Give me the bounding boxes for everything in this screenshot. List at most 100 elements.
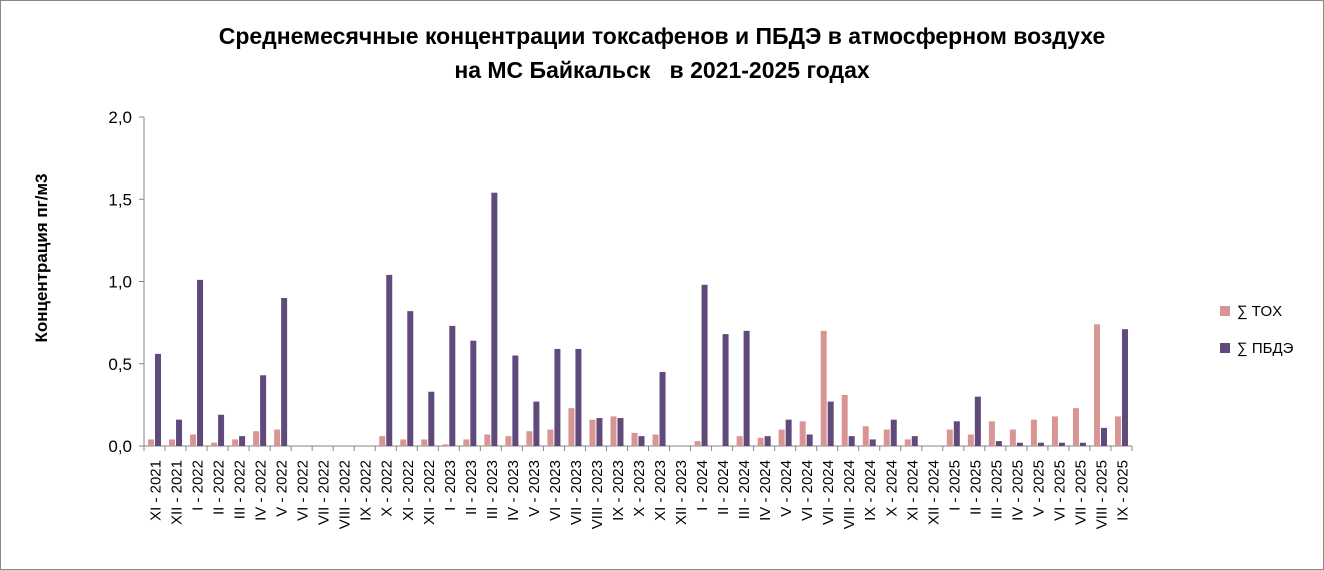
bar-pbde [575, 348, 582, 446]
bar-tox [946, 429, 953, 446]
x-tick-label: IX - 2025 [1114, 460, 1131, 521]
bar-tox [232, 439, 239, 446]
x-tick-label: IX - 2023 [610, 460, 627, 521]
x-tick-label: VI - 2022 [295, 460, 312, 521]
bar-tox [148, 439, 155, 446]
bar-tox [1114, 416, 1121, 446]
x-tick-label: II - 2024 [715, 460, 732, 515]
bar-tox [589, 419, 596, 446]
bar-tox [967, 434, 974, 446]
bar-pbde [764, 436, 771, 446]
x-tick-label: XII - 2023 [673, 460, 690, 525]
x-tick-label: I - 2023 [442, 460, 459, 511]
legend-item-tox: ∑ TOX [1220, 301, 1282, 321]
x-tick-label: V - 2024 [778, 460, 795, 517]
x-tick-label: II - 2022 [211, 460, 228, 515]
bar-tox [904, 439, 911, 446]
x-tick-label: IV - 2022 [253, 460, 270, 521]
legend-item-pbde: ∑ ПБДЭ [1220, 338, 1293, 358]
bar-tox [547, 429, 554, 446]
y-axis-label: Концентрация пг/м3 [32, 173, 51, 342]
bar-tox [526, 431, 533, 446]
x-tick-label: V - 2025 [1030, 460, 1047, 517]
bar-tox [484, 434, 491, 446]
bar-tox [778, 429, 785, 446]
bar-pbde [281, 297, 288, 446]
bar-pbde [1100, 427, 1107, 446]
bar-pbde [659, 371, 666, 446]
x-tick-label: XI - 2022 [400, 460, 417, 521]
legend-label-pbde: ∑ ПБДЭ [1237, 339, 1294, 357]
bar-tox [400, 439, 407, 446]
bar-pbde [806, 434, 813, 446]
bar-tox [1030, 419, 1037, 446]
bar-tox [631, 432, 638, 446]
bar-tox [274, 429, 281, 446]
bar-pbde [176, 419, 183, 446]
bar-pbde [1058, 442, 1065, 446]
x-tick-label: I - 2025 [946, 460, 963, 511]
bar-pbde [428, 391, 435, 446]
x-tick-label: IV - 2025 [1009, 460, 1026, 521]
bar-tox [610, 416, 617, 446]
y-tick-label: 1,5 [108, 190, 132, 209]
chart-subtitle: на МС Байкальск в 2021-2025 годах [454, 57, 870, 83]
x-tick-label: II - 2023 [463, 460, 480, 515]
x-tick-label: X - 2023 [631, 460, 648, 517]
x-tick-label: IX - 2022 [358, 460, 375, 521]
bar-tox [568, 408, 575, 446]
bar-pbde [638, 436, 645, 446]
x-tick-label: I - 2024 [694, 460, 711, 511]
bar-pbde [617, 418, 624, 446]
bar-tox [169, 439, 176, 446]
x-tick-label: VII - 2023 [568, 460, 585, 525]
bar-pbde [407, 311, 414, 446]
x-tick-label: VII - 2022 [316, 460, 333, 525]
x-tick-label: II - 2025 [967, 460, 984, 515]
bar-pbde [449, 325, 456, 446]
bar-pbde [911, 436, 918, 446]
bar-pbde [218, 414, 225, 446]
x-tick-label: VIII - 2022 [337, 460, 354, 529]
bar-pbde [869, 439, 876, 446]
bar-tox [379, 436, 386, 446]
bar-tox [841, 395, 848, 446]
bar-pbde [1121, 329, 1128, 446]
bar-pbde [1037, 442, 1044, 446]
bar-tox [1009, 429, 1016, 446]
bar-tox [862, 426, 869, 446]
bar-tox [1093, 324, 1100, 446]
bar-tox [1072, 408, 1079, 446]
bar-pbde [533, 401, 540, 446]
bar-pbde [260, 375, 267, 446]
bar-pbde [470, 340, 477, 446]
x-tick-label: IV - 2023 [505, 460, 522, 521]
bar-pbde [953, 421, 960, 446]
x-tick-label: III - 2022 [232, 460, 249, 519]
bar-tox [736, 436, 743, 446]
bar-tox [694, 441, 701, 446]
x-tick-label: VIII - 2024 [841, 460, 858, 529]
legend-swatch-pbde [1220, 343, 1230, 353]
legend-label-tox: ∑ TOX [1237, 302, 1283, 320]
x-tick-label: I - 2022 [190, 460, 207, 511]
bar-tox [757, 437, 764, 446]
bar-pbde [596, 418, 603, 446]
bar-pbde [386, 274, 393, 446]
bar-pbde [827, 401, 834, 446]
x-tick-label: IX - 2024 [862, 460, 879, 521]
bar-pbde [512, 355, 519, 446]
bar-pbde [701, 284, 708, 446]
bar-tox [190, 434, 197, 446]
bar-tox [253, 431, 260, 446]
bar-tox [1051, 416, 1058, 446]
bar-tox [883, 429, 890, 446]
x-tick-label: VI - 2024 [799, 460, 816, 521]
legend-swatch-tox [1220, 306, 1230, 316]
bar-pbde [155, 353, 162, 446]
x-tick-label: X - 2022 [379, 460, 396, 517]
bar-tox [988, 421, 995, 446]
bar-tox [820, 330, 827, 446]
x-tick-label: VII - 2024 [820, 460, 837, 525]
